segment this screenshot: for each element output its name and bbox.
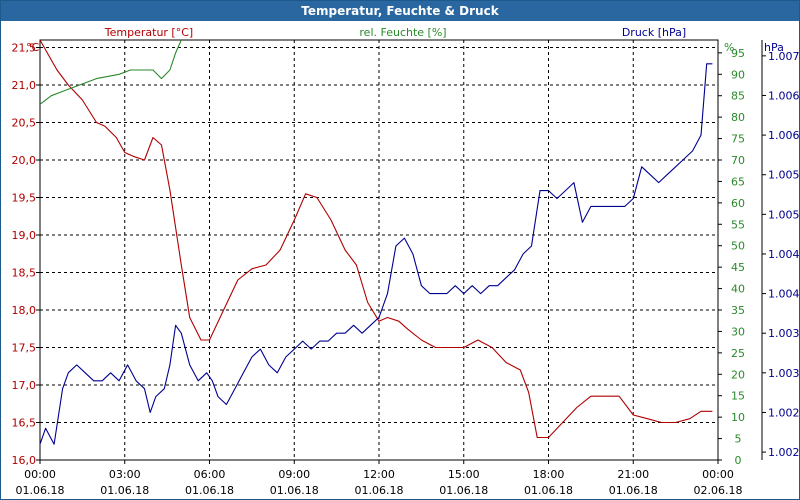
chart-title: Temperatur, Feuchte & Druck (1, 1, 799, 21)
humidity-tick-label: 20 (731, 368, 745, 381)
series-line-pressure (39, 63, 713, 445)
humidity-tick-label: 0 (735, 454, 742, 467)
temperature-tick-label: 17,0 (12, 379, 37, 392)
x-tick-date-label: 01.06.18 (355, 484, 404, 497)
x-tick-date-label: 01.06.18 (270, 484, 319, 497)
pressure-tick-label: 1.007 (768, 50, 800, 63)
humidity-tick-label: 15 (731, 390, 745, 403)
pressure-tick-label: 1.005 (768, 208, 800, 221)
humidity-tick-label: 70 (731, 154, 745, 167)
temperature-tick-label: 16,0 (12, 454, 37, 467)
x-tick-time-label: 00:00 (702, 468, 734, 481)
temperature-axis-label: Temperatur [°C] (104, 26, 193, 39)
humidity-tick-label: 45 (731, 261, 745, 274)
humidity-tick-label: 25 (731, 347, 745, 360)
x-tick-time-label: 09:00 (278, 468, 310, 481)
temperature-tick-label: 18,5 (12, 267, 37, 280)
x-tick-date-label: 01.06.18 (609, 484, 658, 497)
pressure-tick-label: 1.004 (768, 248, 800, 261)
humidity-tick-label: 75 (731, 133, 745, 146)
humidity-tick-label: 80 (731, 111, 745, 124)
pressure-tick-label: 1.003 (768, 327, 800, 340)
humidity-tick-label: 95 (731, 47, 745, 60)
humidity-tick-label: 5 (735, 433, 742, 446)
x-tick-date-label: 01.06.18 (16, 484, 65, 497)
temperature-unit-label: °C (26, 41, 40, 54)
series-layer (39, 39, 713, 445)
x-tick-time-label: 18:00 (533, 468, 565, 481)
pressure-axis: 1.002 1.002 1.003 1.003 1.004 1.004 1.005 1.005… (762, 50, 800, 459)
humidity-axis: 0 5 10 15 20 25 30 35 40 45 50 55 60 65 70 75 80 85 90 95 (718, 47, 745, 467)
x-tick-date-label: 02.06.18 (694, 484, 743, 497)
x-tick-date-label: 01.06.18 (100, 484, 149, 497)
temperature-tick-label: 20,0 (12, 154, 37, 167)
x-tick-date-label: 01.06.18 (185, 484, 234, 497)
series-line-temperature (39, 39, 713, 439)
humidity-tick-label: 60 (731, 197, 745, 210)
humidity-tick-label: 10 (731, 411, 745, 424)
x-axis: 00:00 01.06.18 03:00 01.06.18 06:00 01.06.18 0… (16, 460, 743, 497)
humidity-tick-label: 65 (731, 175, 745, 188)
humidity-tick-label: 55 (731, 218, 745, 231)
temperature-tick-label: 20,5 (12, 117, 37, 130)
temperature-tick-label: 21,5 (12, 42, 37, 55)
pressure-unit-label: hPa (764, 41, 784, 54)
humidity-unit-label: % (724, 41, 734, 54)
humidity-tick-label: 50 (731, 240, 745, 253)
temperature-tick-label: 17,5 (12, 342, 37, 355)
x-tick-time-label: 00:00 (24, 468, 56, 481)
temperature-tick-label: 18,0 (12, 304, 37, 317)
x-tick-time-label: 15:00 (448, 468, 480, 481)
x-tick-time-label: 06:00 (194, 468, 226, 481)
pressure-tick-label: 1.002 (768, 406, 800, 419)
temperature-tick-label: 19,0 (12, 229, 37, 242)
x-tick-date-label: 01.06.18 (439, 484, 488, 497)
series-line-humidity (39, 39, 182, 105)
temperature-tick-label: 21,0 (12, 79, 37, 92)
humidity-tick-label: 90 (731, 68, 745, 81)
temperature-tick-label: 19,5 (12, 192, 37, 205)
pressure-tick-label: 1.005 (768, 169, 800, 182)
humidity-tick-label: 40 (731, 283, 745, 296)
pressure-axis-label: Druck [hPa] (622, 26, 686, 39)
humidity-tick-label: 30 (731, 325, 745, 338)
humidity-axis-label: rel. Feuchte [%] (359, 26, 446, 39)
x-tick-time-label: 21:00 (617, 468, 649, 481)
pressure-tick-label: 1.004 (768, 288, 800, 301)
pressure-tick-label: 1.003 (768, 367, 800, 380)
x-tick-date-label: 01.06.18 (524, 484, 573, 497)
x-tick-time-label: 12:00 (363, 468, 395, 481)
humidity-tick-label: 35 (731, 304, 745, 317)
temperature-tick-label: 16,5 (12, 417, 37, 430)
grid-lines (40, 40, 718, 461)
pressure-tick-label: 1.002 (768, 446, 800, 459)
humidity-tick-label: 85 (731, 90, 745, 103)
pressure-tick-label: 1.006 (768, 129, 800, 142)
temperature-axis: 16,0 16,5 17,0 17,5 18,0 18,5 19,0 19,5 20,0 20,5… (12, 42, 40, 467)
pressure-tick-label: 1.006 (768, 89, 800, 102)
x-tick-time-label: 03:00 (109, 468, 141, 481)
